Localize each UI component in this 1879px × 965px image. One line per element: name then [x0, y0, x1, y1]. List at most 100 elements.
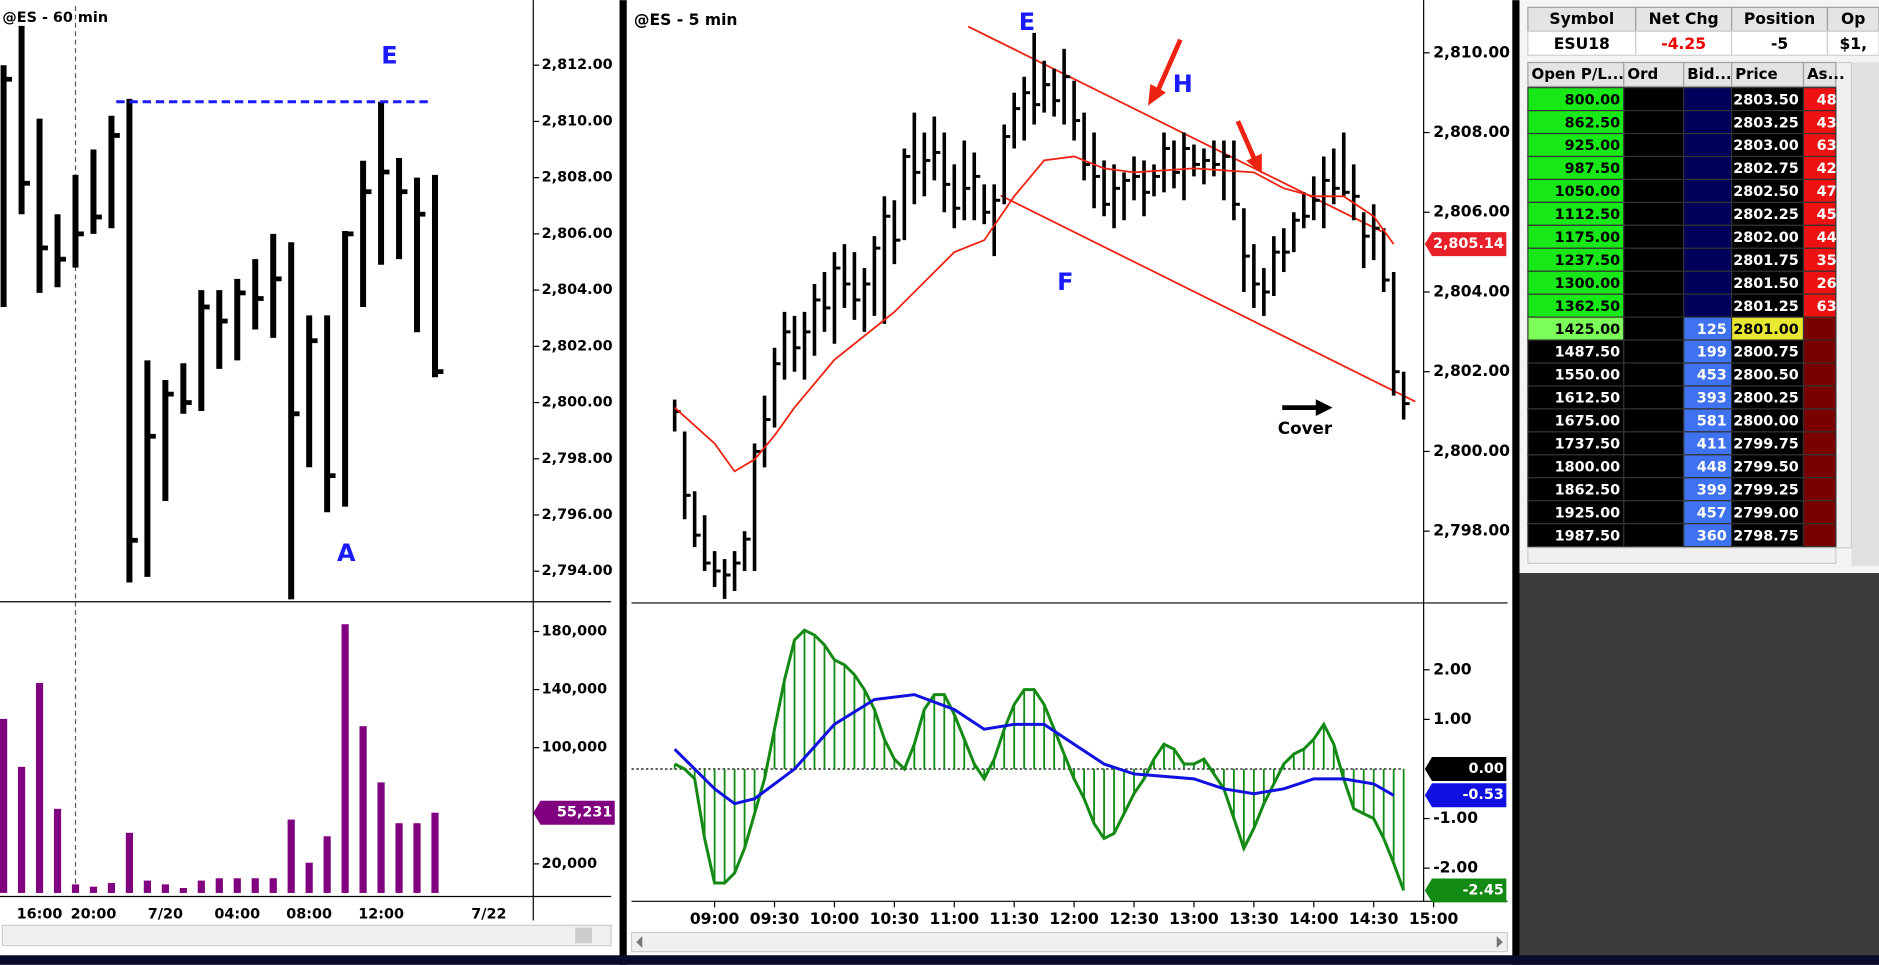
x-tick-label: 14:00 — [1289, 910, 1339, 928]
bid-cell — [1683, 224, 1733, 249]
quote-text: -4.25 — [1661, 35, 1706, 53]
price-label-box — [1424, 232, 1507, 257]
scroll-thumb[interactable] — [575, 927, 592, 944]
x-tick-label: 7/20 — [148, 907, 183, 923]
volume-bar — [179, 887, 187, 893]
x-tick-label: 08:00 — [286, 907, 332, 923]
bottom-bar — [0, 955, 1879, 965]
pl-text: 1550.00 — [1555, 368, 1620, 384]
scrollbar[interactable] — [630, 931, 1509, 953]
price-text: 2802.50 — [1733, 184, 1798, 200]
x-tick-label: 13:30 — [1229, 910, 1279, 928]
ask-text: 35 — [1817, 253, 1837, 269]
x-tick-label: 09:00 — [690, 910, 740, 928]
chart-title: @ES - 60 min — [2, 10, 108, 26]
pl-text: 1737.50 — [1555, 437, 1620, 453]
annotation: F — [1057, 268, 1073, 296]
ord-cell — [1623, 87, 1685, 112]
scroll-arrow[interactable] — [1496, 936, 1503, 949]
ord-cell — [1623, 224, 1685, 249]
y-tick-label: 180,000 — [542, 623, 607, 639]
volume-bar — [35, 683, 44, 893]
y-tick-label: 20,000 — [542, 856, 597, 872]
price-text: 2799.75 — [1733, 437, 1798, 453]
y-tick-label: 2,810.00 — [1433, 43, 1510, 61]
scrollbar[interactable] — [1527, 547, 1837, 564]
y-tick-label: 2.00 — [1433, 660, 1472, 678]
bid-text: 199 — [1697, 345, 1727, 361]
volume-bar — [305, 862, 313, 893]
quote-cell — [1826, 30, 1879, 56]
x-tick-label: 11:00 — [930, 910, 980, 928]
x-tick-label: 11:30 — [989, 910, 1039, 928]
bid-text: 125 — [1697, 322, 1727, 338]
annotation: H — [1173, 70, 1193, 98]
ask-text: 44 — [1817, 230, 1837, 246]
scrollbar[interactable] — [1, 924, 612, 947]
y-tick-label: 1.00 — [1433, 710, 1472, 728]
y-tick-label: 2,808.00 — [1433, 123, 1510, 141]
price-text: 2800.25 — [1733, 391, 1798, 407]
ask-text: 47 — [1817, 184, 1837, 200]
bid-cell — [1683, 87, 1733, 112]
pl-text: 862.50 — [1565, 115, 1620, 131]
ask-text: 43 — [1817, 115, 1837, 131]
ask-text: 63 — [1817, 299, 1837, 315]
price-text: 2799.25 — [1733, 482, 1798, 498]
ask-text: 26 — [1817, 276, 1837, 292]
ord-cell — [1623, 523, 1685, 548]
bid-cell — [1683, 109, 1733, 135]
header-text: Symbol — [1549, 10, 1614, 28]
volume-bar — [359, 726, 367, 893]
pl-text: 1362.50 — [1555, 299, 1620, 315]
price-text: 2802.00 — [1733, 230, 1798, 246]
x-tick-label: 10:30 — [870, 910, 920, 928]
x-tick-label: 20:00 — [71, 907, 117, 923]
x-tick-label: 16:00 — [17, 907, 63, 923]
ask-text: 45 — [1817, 207, 1837, 223]
volume-bar — [107, 883, 116, 893]
x-tick-label: 15:00 — [1409, 910, 1459, 928]
pl-text: 1800.00 — [1555, 459, 1620, 475]
ord-cell — [1623, 477, 1685, 502]
y-tick-label: 2,796.00 — [542, 507, 613, 523]
y-tick-label: 2,802.00 — [542, 338, 613, 354]
price-label: 2,805.14 — [1433, 236, 1504, 252]
oscillator-label-box — [1424, 878, 1507, 903]
bid-cell — [1683, 132, 1733, 158]
price-text: 2801.75 — [1733, 253, 1798, 269]
y-tick-label: 100,000 — [542, 740, 607, 756]
price-text: 2801.00 — [1733, 322, 1798, 338]
bid-cell — [1683, 178, 1733, 203]
volume-bar — [395, 823, 403, 893]
volume-bar — [215, 878, 223, 893]
column-header[interactable] — [1802, 61, 1837, 88]
x-tick-label: 13:00 — [1169, 910, 1219, 928]
y-tick-label: -2.00 — [1433, 859, 1478, 877]
pl-text: 1675.00 — [1555, 414, 1620, 430]
price-text: 2798.75 — [1733, 528, 1798, 544]
price-text: 2802.25 — [1733, 207, 1798, 223]
ask-cell — [1802, 362, 1837, 387]
ord-cell — [1623, 201, 1685, 226]
ask-cell — [1802, 339, 1837, 364]
ask-cell — [1802, 408, 1837, 433]
pl-text: 1237.50 — [1555, 253, 1620, 269]
scrollbar[interactable] — [1835, 61, 1853, 549]
quote-text: ESU18 — [1554, 35, 1610, 53]
price-text: 2799.50 — [1733, 459, 1798, 475]
volume-bar — [0, 718, 8, 893]
scroll-arrow[interactable] — [636, 936, 643, 949]
signal-line — [673, 693, 1395, 806]
x-tick-label: 7/22 — [471, 907, 506, 923]
column-header-text: Open P/L... — [1531, 65, 1624, 83]
annotation: Cover — [1278, 418, 1333, 438]
volume-bar — [125, 832, 134, 893]
column-header-text: As... — [1807, 65, 1845, 83]
x-tick-label: 12:30 — [1109, 910, 1159, 928]
header-text: Position — [1744, 10, 1815, 28]
ask-text: 48 — [1817, 92, 1837, 108]
ord-cell — [1623, 500, 1685, 525]
ord-cell — [1623, 339, 1685, 364]
side-strip — [1851, 62, 1879, 566]
